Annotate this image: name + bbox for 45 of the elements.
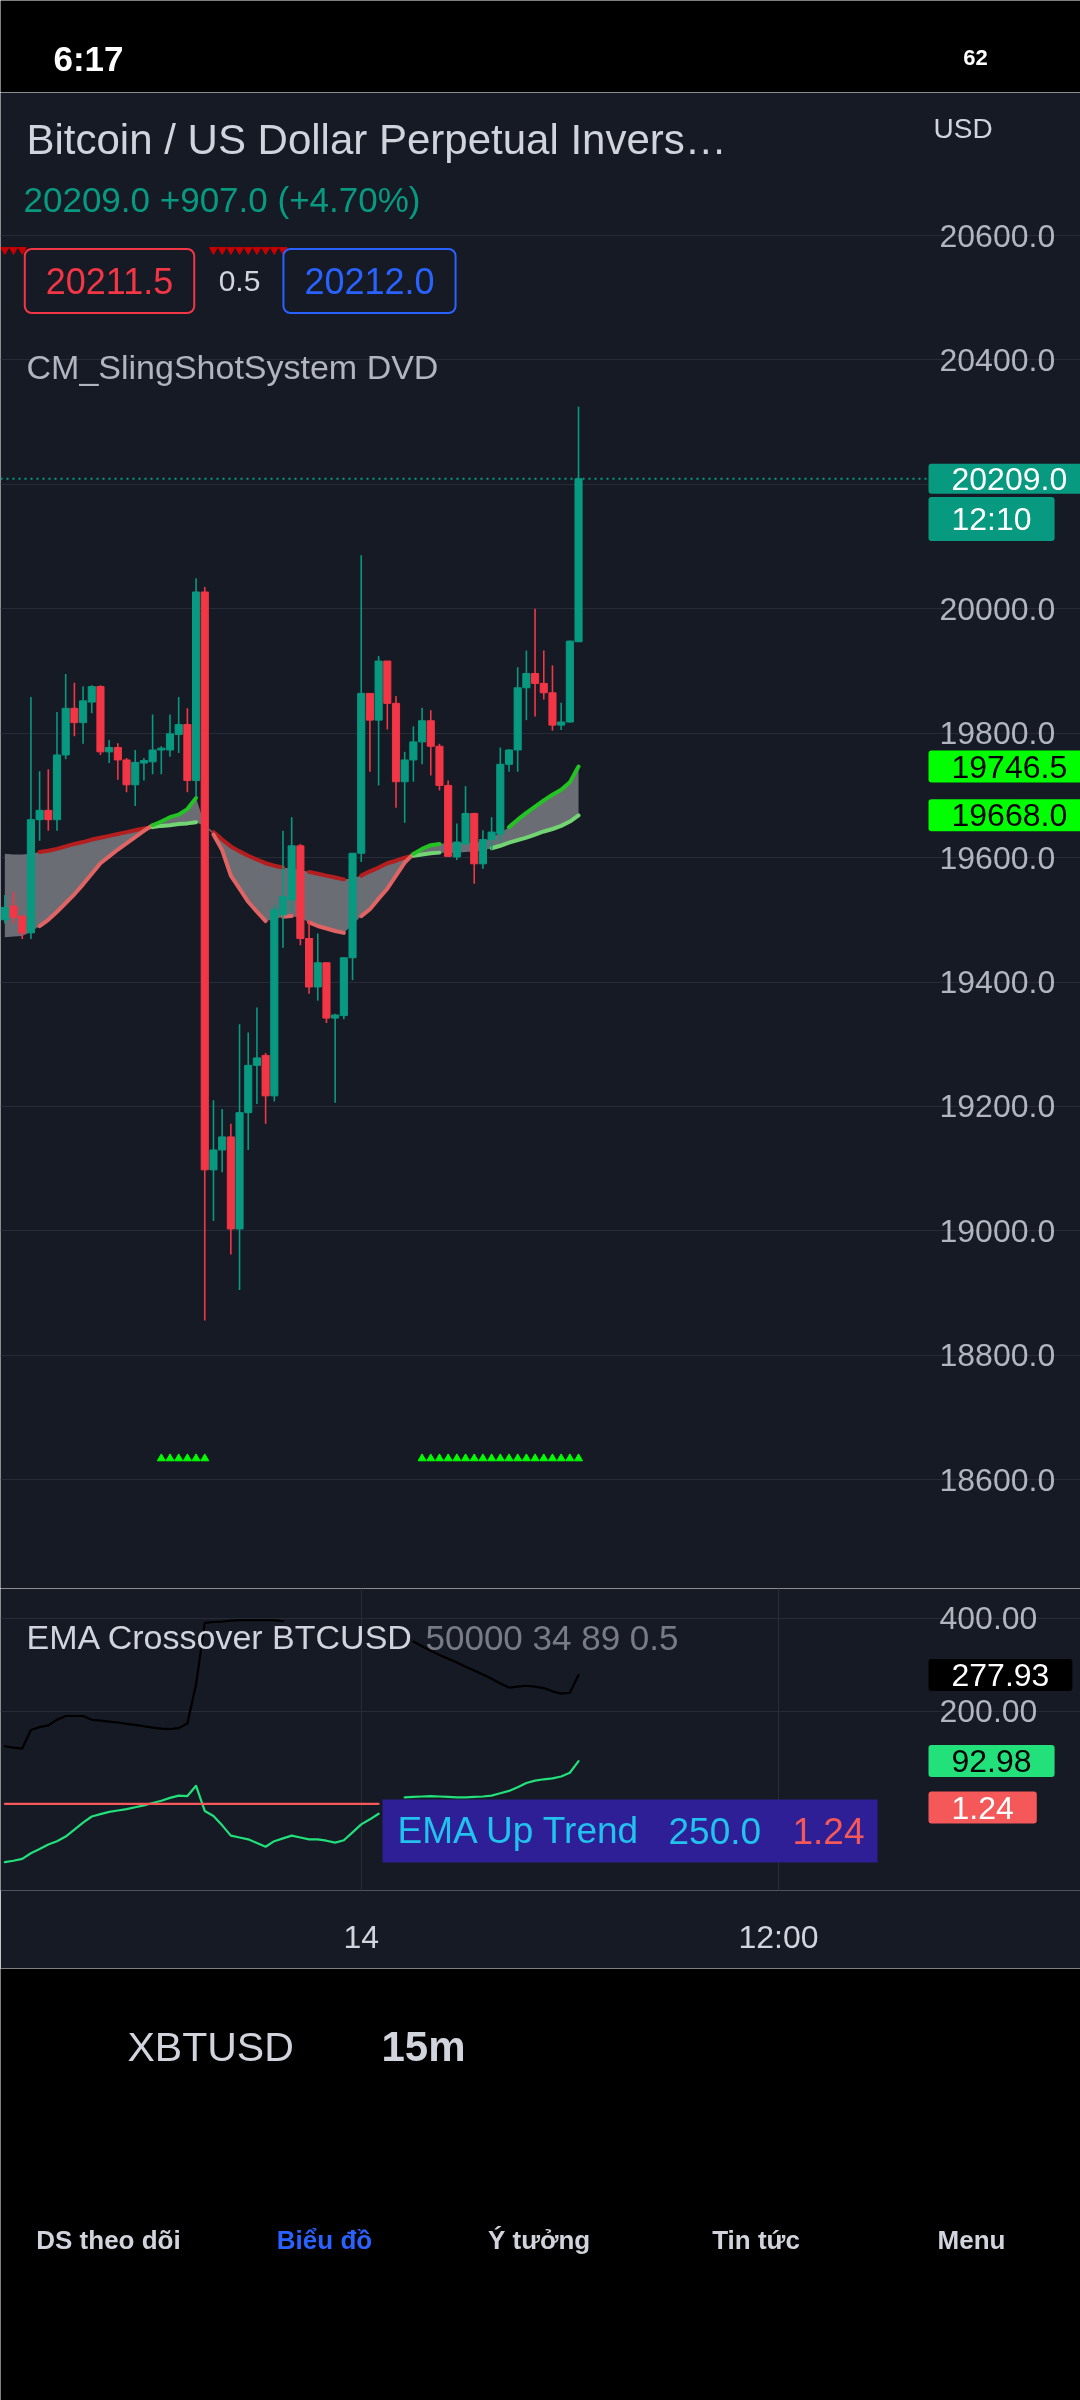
- text: 62: [963, 45, 988, 70]
- y-tick-label: 20000.0: [939, 590, 1056, 627]
- x-tick-label: 12:00: [738, 1918, 819, 1955]
- candlestick: [0, 894, 9, 925]
- text: Biểu đồ: [276, 2224, 373, 2255]
- y-tick-label: 19000.0: [939, 1212, 1056, 1249]
- annotation: EMA Up Trend: [397, 1810, 639, 1851]
- y-tick-label: 18600.0: [939, 1461, 1056, 1498]
- text: Ý tưởng: [487, 2224, 591, 2255]
- text: 1.24: [951, 1789, 1014, 1826]
- ref-line-label: 20209.0: [951, 460, 1068, 497]
- candlestick: [105, 739, 114, 764]
- y-tick-label: 19200.0: [939, 1088, 1056, 1125]
- y-axis-title: USD: [933, 113, 993, 144]
- text: Menu: [937, 2224, 1006, 2255]
- annotation: 250.0: [668, 1810, 762, 1852]
- candlestick: [44, 768, 53, 832]
- text: Bitcoin / US Dollar Perpetual Invers…: [26, 115, 727, 163]
- line-series: [150, 795, 199, 828]
- annotation: 1.24: [792, 1810, 865, 1852]
- text: Tin tức: [712, 2224, 800, 2255]
- candlestick: [70, 682, 79, 738]
- text: XBTUSD: [127, 2023, 294, 2070]
- text: 20209.0 +907.0 (+4.70%): [23, 179, 421, 219]
- text: 6:17: [53, 39, 124, 78]
- y-tick-label: 19600.0: [939, 839, 1056, 876]
- text: 12:10: [951, 501, 1032, 538]
- annotation: 20211.5: [45, 261, 174, 302]
- y-tick-label: 18800.0: [939, 1337, 1056, 1374]
- y-tick-label: 20600.0: [939, 217, 1056, 254]
- annotation: 20212.0: [304, 261, 435, 302]
- y-tick-label: 400.00: [939, 1600, 1038, 1637]
- text: 277.93: [951, 1657, 1050, 1694]
- annotation: 0.5: [218, 264, 261, 297]
- annotation: CM_SlingShotSystem DVD: [26, 347, 439, 386]
- y-tick-label: 20400.0: [939, 341, 1056, 378]
- text: 92.98: [951, 1743, 1032, 1780]
- text: 15m: [381, 2023, 466, 2070]
- y-tick-label: 19400.0: [939, 964, 1056, 1001]
- x-tick-label: 14: [343, 1918, 380, 1955]
- text: 50000 34 89 0.5: [425, 1617, 679, 1657]
- text: 19668.0: [951, 797, 1068, 834]
- y-tick-label: 200.00: [939, 1693, 1038, 1730]
- text: DS theo dõi: [36, 2224, 181, 2255]
- text: EMA Crossover BTCUSD: [26, 1618, 412, 1656]
